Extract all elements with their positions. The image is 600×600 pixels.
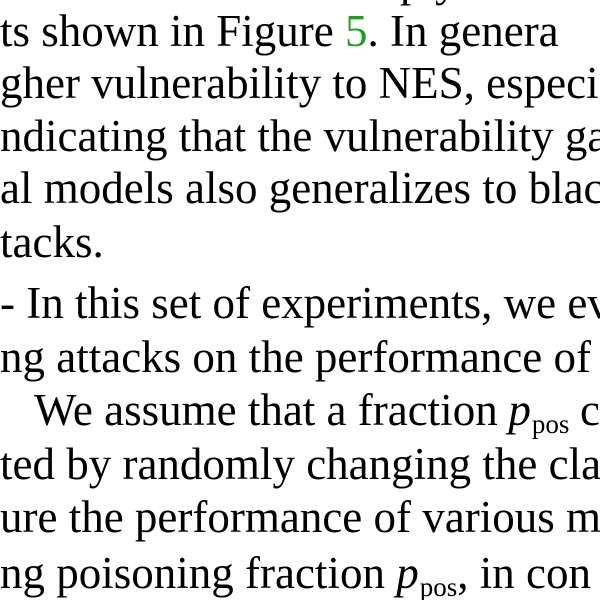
text-segment: ure the performance of various m: [0, 492, 600, 542]
text-segment: We assume that a fraction: [34, 385, 498, 435]
math-subscript: pos: [419, 571, 458, 600]
text-segment: al models also generalizes to blacl: [0, 163, 600, 213]
text-segment: ts shown in Figure: [0, 6, 334, 56]
text-line: - In this set of experiments, we eva: [0, 276, 600, 330]
text-line: gher vulnerability to NES, especia: [0, 56, 600, 110]
text-segment: ndicating that the vulnerability ga: [0, 111, 600, 161]
text-segment: , in con: [457, 548, 591, 598]
text-segment: ng poisoning fraction: [0, 548, 385, 598]
text-segment: ng attacks on the performance of: [0, 332, 591, 382]
text-line: ted by randomly changing the cla: [0, 437, 600, 491]
text-segment: . In genera: [367, 6, 559, 56]
text-segment: ted by randomly changing the cla: [0, 439, 600, 489]
text-line: al models also generalizes to blacl: [0, 161, 600, 215]
text-segment: tacks.: [0, 217, 104, 267]
math-symbol: p: [508, 385, 531, 435]
text-line: We assume that a fraction ppos c: [0, 383, 600, 439]
text-line: ndicating that the vulnerability ga: [0, 109, 600, 163]
text-segment: - In this set of experiments, we eva: [0, 278, 600, 328]
cropped-top-line: ply: [0, 0, 600, 8]
text-line: ng attacks on the performance of: [0, 330, 600, 384]
math-variable: ppos: [508, 383, 569, 451]
figure-reference-link[interactable]: 5: [345, 6, 368, 56]
math-symbol: p: [396, 548, 419, 598]
text-segment: gher vulnerability to NES, especia: [0, 58, 600, 108]
text-segment: c: [580, 385, 600, 435]
text-line: ure the performance of various m: [0, 490, 600, 544]
math-subscript: pos: [531, 408, 570, 439]
text-line: ts shown in Figure 5. In genera: [0, 4, 600, 58]
text-line: ng poisoning fraction ppos, in con: [0, 546, 600, 600]
text-line: tacks.: [0, 215, 600, 269]
